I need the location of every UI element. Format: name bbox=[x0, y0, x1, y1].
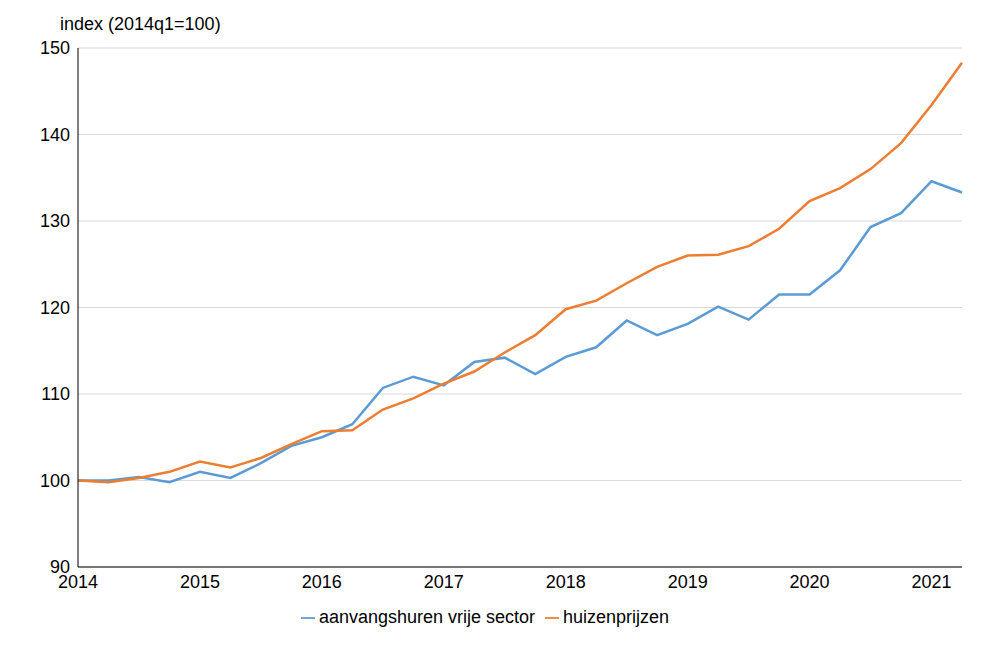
svg-text:2019: 2019 bbox=[668, 572, 708, 592]
svg-text:2014: 2014 bbox=[58, 571, 98, 592]
svg-text:130: 130 bbox=[40, 211, 70, 231]
svg-text:100: 100 bbox=[40, 471, 70, 491]
svg-text:150: 150 bbox=[40, 38, 70, 58]
svg-text:90: 90 bbox=[50, 557, 70, 577]
svg-text:2017: 2017 bbox=[424, 572, 464, 592]
svg-text:110: 110 bbox=[41, 384, 70, 404]
svg-text:2021: 2021 bbox=[911, 572, 951, 592]
svg-text:2015: 2015 bbox=[180, 572, 220, 592]
svg-text:2016: 2016 bbox=[302, 572, 342, 592]
html-text:huizenprijzen: huizenprijzen bbox=[563, 607, 670, 627]
svg-text:120: 120 bbox=[40, 298, 70, 318]
html-text:index (2014q1=100): index (2014q1=100) bbox=[60, 14, 221, 34]
svg-text:2018: 2018 bbox=[546, 572, 586, 592]
svg-text:2020: 2020 bbox=[790, 572, 830, 592]
svg-text:140: 140 bbox=[40, 125, 70, 145]
html-text:aanvangshuren vrije sector: aanvangshuren vrije sector bbox=[318, 607, 535, 627]
